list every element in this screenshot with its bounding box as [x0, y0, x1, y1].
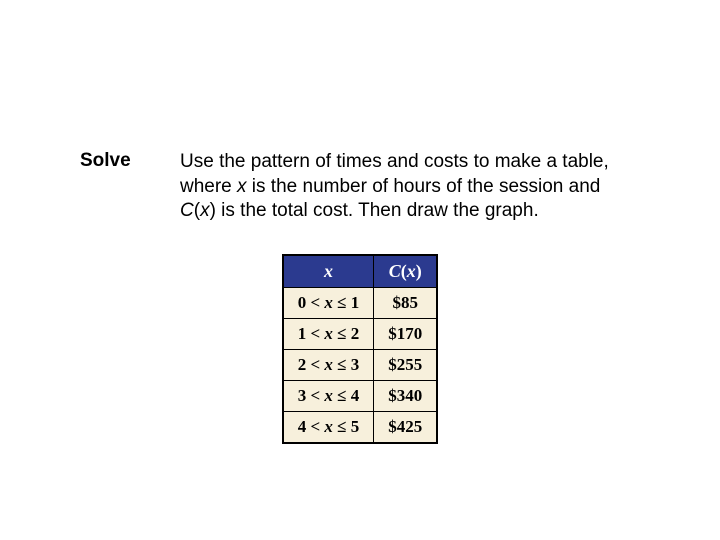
x: x	[324, 417, 333, 436]
interval-cell: 2 < x ≤ 3	[283, 350, 374, 381]
table-row: 1 < x ≤ 2 $170	[283, 319, 438, 350]
b: 5	[351, 417, 360, 436]
cost-table: x C(x) 0 < x ≤ 1 $85 1 < x ≤ 2 $170 2 < …	[282, 254, 439, 444]
x: x	[324, 355, 333, 374]
col-header-Cx: x	[407, 261, 416, 281]
table-row: 0 < x ≤ 1 $85	[283, 288, 438, 319]
interval-cell: 3 < x ≤ 4	[283, 381, 374, 412]
col-header-x-text: x	[324, 261, 333, 281]
op2: ≤	[337, 324, 346, 343]
x: x	[324, 293, 333, 312]
b: 1	[351, 293, 360, 312]
b: 2	[351, 324, 360, 343]
col-header-cx: C(x)	[374, 255, 438, 288]
x: x	[324, 386, 333, 405]
op2: ≤	[337, 417, 346, 436]
table-row: 4 < x ≤ 5 $425	[283, 412, 438, 444]
op1: <	[310, 386, 320, 405]
content-block: Solve Use the pattern of times and costs…	[80, 150, 640, 444]
op1: <	[310, 293, 320, 312]
fn-C: C	[180, 200, 194, 221]
cost-cell: $425	[374, 412, 438, 444]
var-x: x	[237, 176, 247, 197]
cost-cell: $340	[374, 381, 438, 412]
cost-cell: $255	[374, 350, 438, 381]
col-header-x: x	[283, 255, 374, 288]
a: 1	[298, 324, 307, 343]
table-row: 2 < x ≤ 3 $255	[283, 350, 438, 381]
a: 4	[298, 417, 307, 436]
interval-cell: 1 < x ≤ 2	[283, 319, 374, 350]
col-header-C: C	[389, 261, 401, 281]
op2: ≤	[337, 293, 346, 312]
cost-cell: $170	[374, 319, 438, 350]
fn-arg-x: x	[200, 200, 210, 221]
table-row: 3 < x ≤ 4 $340	[283, 381, 438, 412]
text-mid1: is the number of hours of the session an…	[247, 176, 601, 197]
table-container: x C(x) 0 < x ≤ 1 $85 1 < x ≤ 2 $170 2 < …	[80, 254, 640, 444]
b: 3	[351, 355, 360, 374]
op1: <	[310, 355, 320, 374]
b: 4	[351, 386, 360, 405]
op1: <	[310, 417, 320, 436]
solve-row: Solve Use the pattern of times and costs…	[80, 150, 640, 224]
text-suffix: is the total cost. Then draw the graph.	[216, 200, 539, 221]
table-body: 0 < x ≤ 1 $85 1 < x ≤ 2 $170 2 < x ≤ 3 $…	[283, 288, 438, 444]
a: 0	[298, 293, 307, 312]
x: x	[324, 324, 333, 343]
instruction-text: Use the pattern of times and costs to ma…	[180, 150, 640, 224]
a: 3	[298, 386, 307, 405]
cost-cell: $85	[374, 288, 438, 319]
table-header-row: x C(x)	[283, 255, 438, 288]
solve-label: Solve	[80, 150, 140, 172]
interval-cell: 4 < x ≤ 5	[283, 412, 374, 444]
op2: ≤	[337, 386, 346, 405]
op2: ≤	[337, 355, 346, 374]
a: 2	[298, 355, 307, 374]
op1: <	[310, 324, 320, 343]
interval-cell: 0 < x ≤ 1	[283, 288, 374, 319]
